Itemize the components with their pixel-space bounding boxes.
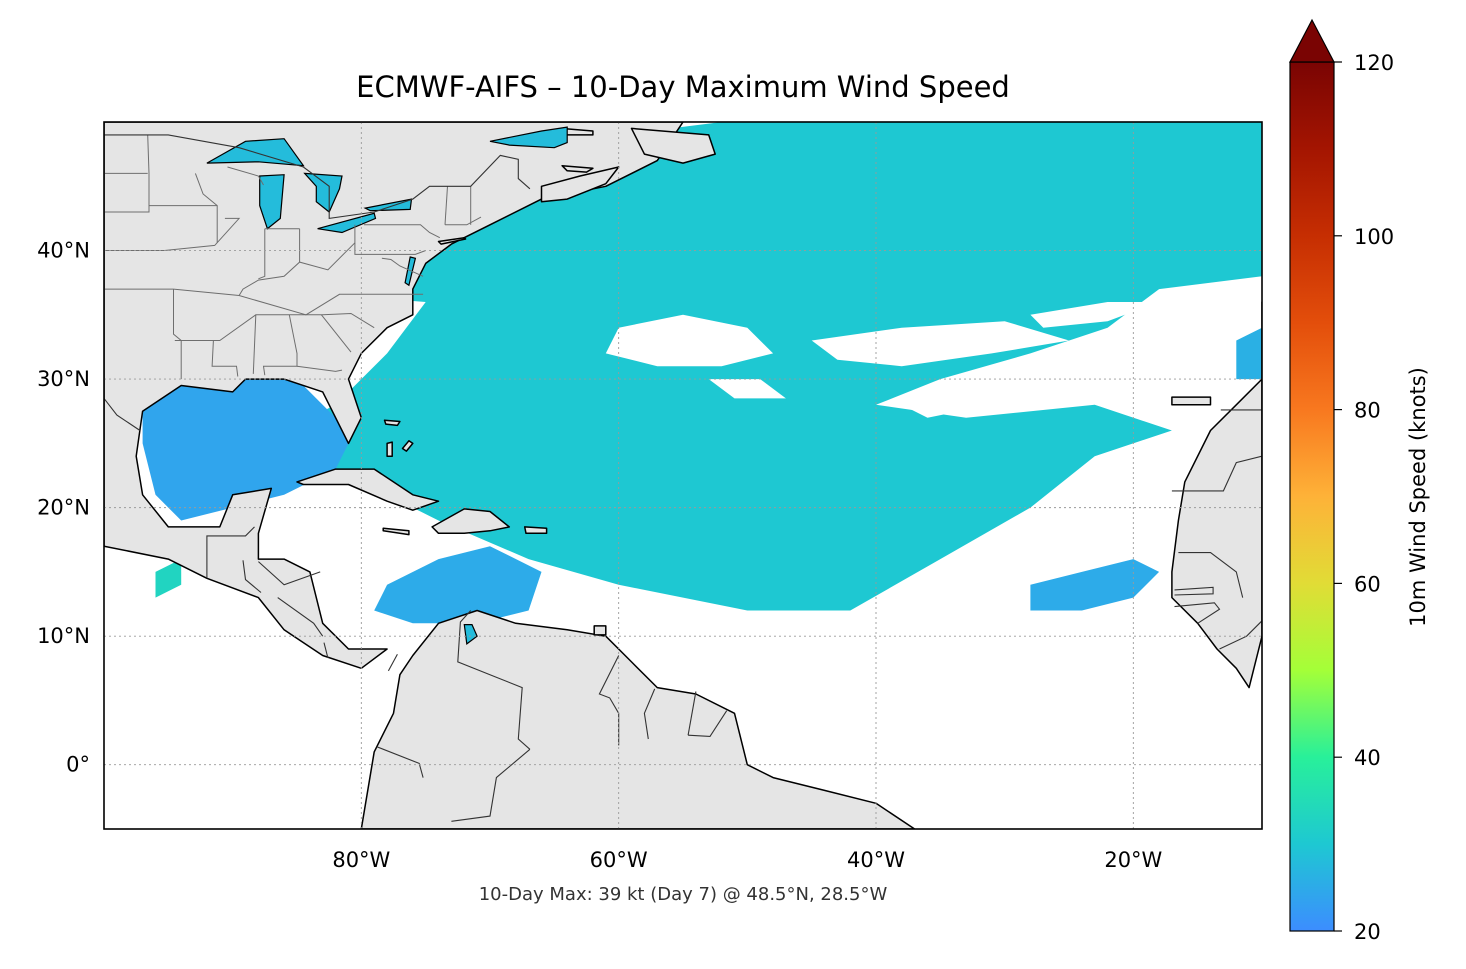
gridlines [104,122,1262,829]
land-newfoundland [630,127,716,164]
us-mexico-border [104,398,141,431]
state-line-5 [211,340,239,377]
colorbar-label: 10m Wind Speed (knots) [1406,367,1430,627]
state-line-24 [381,257,424,277]
land-africa [1171,301,1262,689]
ca-border-4 [323,642,329,659]
y-tick-label: 30°N [37,367,90,391]
land-long-island [437,236,467,245]
africa-border-3 [1178,552,1244,598]
state-line-11 [258,228,266,280]
state-line-4 [173,289,182,380]
wind-region-eastern-atlantic [1030,559,1160,611]
colombia-venezuela [457,610,531,750]
x-tick-label: 60°W [590,848,648,872]
mexico-guatemala [206,526,255,579]
calm-region-calm-a [605,314,774,367]
max-wind-footnote: 10-Day Max: 39 kt (Day 7) @ 48.5°N, 28.5… [478,884,888,905]
map-plot-area [104,122,1262,829]
y-tick-label: 40°N [37,239,90,263]
state-line-8 [296,365,343,372]
colorbar-ticks: 20 40 60 80 100 120 [1334,51,1394,944]
state-borders [104,134,482,380]
guiana-brazil [688,710,728,737]
y-tick-label: 20°N [37,496,90,520]
colorbar-tick-label: 100 [1354,225,1394,249]
x-tick-label: 80°W [332,848,390,872]
land-jamaica [382,527,410,536]
colorbar-tick-label: 120 [1354,51,1394,75]
land-cuba [296,468,440,511]
africa-border-4 [1174,602,1221,624]
land-north-america [104,122,684,670]
colorbar-tick-label: 40 [1354,746,1381,770]
land-canary-islands [1171,396,1212,406]
land-trinidad [593,625,607,636]
ca-border-1 [242,560,262,593]
wind-speed-field [142,122,1262,624]
wind-region-canary-region [1236,327,1262,380]
land-bahamas-3 [401,440,414,452]
colorbar-extend-arrow [1289,18,1335,63]
colorbar-tick-label: 80 [1354,399,1381,423]
gambia [1174,586,1214,596]
colorbar-tick-label: 20 [1354,920,1381,944]
axis-ticks: 80°W 60°W 40°W 20°W 40°N 30°N 20°N 10°N 0° [37,239,1162,872]
ca-border-2 [258,561,321,586]
x-tick-label: 20°W [1104,848,1162,872]
calm-region-calm-e [1030,302,1160,328]
land-bahamas-1 [383,419,401,427]
africa-border-1 [1171,455,1262,492]
state-line-21 [227,166,264,186]
y-tick-label: 0° [66,753,90,777]
land-puerto-rico [523,526,548,535]
land-nova-scotia [540,166,620,203]
state-line-6 [252,314,257,374]
colorbar: 20 40 60 80 100 120 [1289,18,1394,944]
y-tick-label: 10°N [37,624,90,648]
state-line-18 [104,134,150,213]
calm-region-calm-c [708,379,786,399]
wind-region-caribbean [374,546,542,624]
state-line-20 [194,173,218,243]
panama-colombia [387,653,398,672]
state-line-13 [354,224,426,255]
wind-region-north-atlantic [258,122,1262,611]
country-borders [104,134,1262,822]
us-canada-border [104,134,531,220]
wind-region-mexico-pacific [155,559,182,598]
state-line-15 [444,186,448,225]
land-hispaniola [431,508,511,535]
x-tick-label: 40°W [847,848,905,872]
suriname-guiana [687,691,697,736]
state-line-10 [238,242,356,296]
state-line-14 [363,224,441,239]
water-lake-ontario [363,198,413,212]
state-line-9 [321,314,352,353]
state-line-2 [104,288,424,316]
land-bahamas-2 [386,441,393,457]
ca-border-3 [277,597,324,637]
state-line-17 [445,216,482,226]
calm-region-calm-d [901,398,992,418]
water-lake-michigan [259,174,285,230]
land-pei [561,164,594,173]
map-frame [103,121,1263,830]
water-gulf-of-st-lawrence [489,126,568,149]
africa-border-5 [1219,620,1262,650]
chart-title: ECMWF-AIFS – 10-Day Maximum Wind Speed [356,70,1010,104]
colombia-south [451,748,531,822]
colorbar-gradient [1289,61,1335,932]
guyana-suriname [643,688,656,740]
water-lake-maracaibo [463,623,478,645]
water-hudson-estuary [404,256,417,287]
state-line-3 [174,312,375,341]
colorbar-tick-label: 60 [1354,572,1381,596]
calm-areas [605,302,1160,418]
colombia-ecuador [376,746,424,778]
